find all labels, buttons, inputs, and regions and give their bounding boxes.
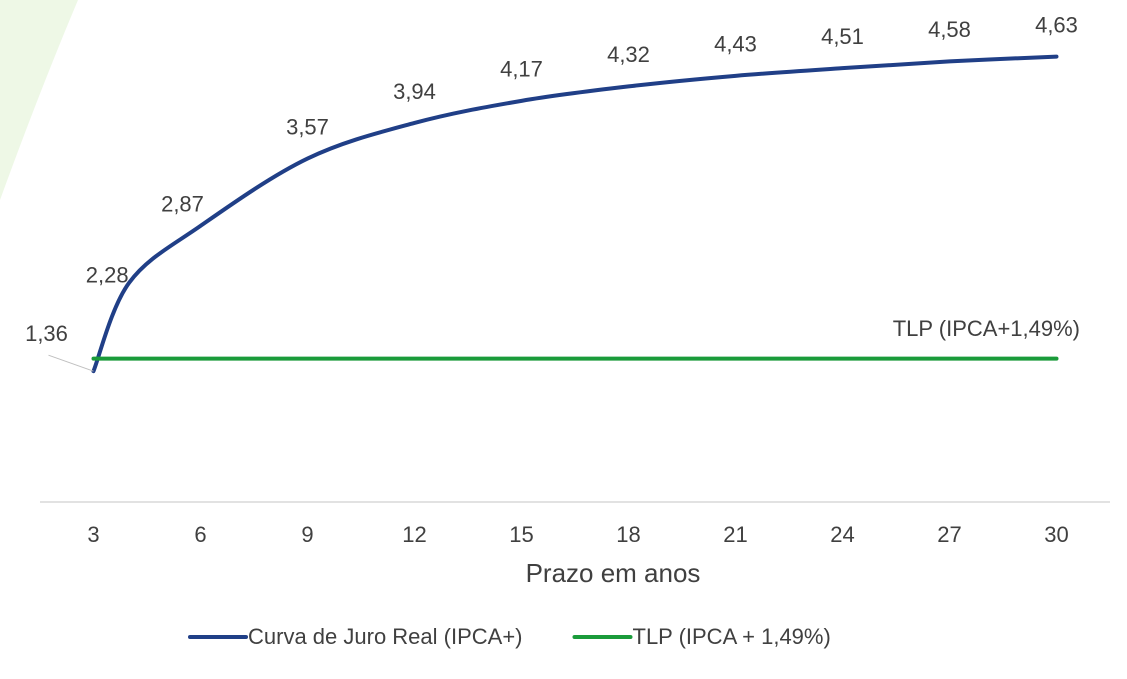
x-tick-label: 9	[301, 522, 313, 547]
legend-label: Curva de Juro Real (IPCA+)	[248, 624, 523, 649]
data-label: 3,57	[286, 114, 329, 139]
x-axis-label: Prazo em anos	[526, 558, 701, 588]
data-label: 1,36	[25, 321, 68, 346]
x-tick-label: 30	[1044, 522, 1068, 547]
x-tick-label: 18	[616, 522, 640, 547]
data-label: 4,32	[607, 42, 650, 67]
x-tick-label: 15	[509, 522, 533, 547]
background-shape	[0, 0, 78, 200]
data-label: 3,94	[393, 79, 436, 104]
data-label: 4,43	[714, 32, 757, 57]
x-tick-label: 27	[937, 522, 961, 547]
x-tick-label: 3	[87, 522, 99, 547]
data-label: 2,87	[161, 192, 204, 217]
data-label: 4,58	[928, 17, 971, 42]
annotation: TLP (IPCA+1,49%)	[893, 316, 1080, 341]
x-tick-label: 24	[830, 522, 854, 547]
x-tick-label: 12	[402, 522, 426, 547]
leader-line	[48, 354, 94, 372]
x-tick-label: 6	[194, 522, 206, 547]
data-label: 2,28	[86, 262, 129, 287]
legend-label: TLP (IPCA + 1,49%)	[633, 624, 831, 649]
data-label: 4,51	[821, 24, 864, 49]
x-tick-label: 21	[723, 522, 747, 547]
data-label: 4,17	[500, 57, 543, 82]
data-label: 4,63	[1035, 12, 1078, 37]
line	[91, 54, 1059, 374]
